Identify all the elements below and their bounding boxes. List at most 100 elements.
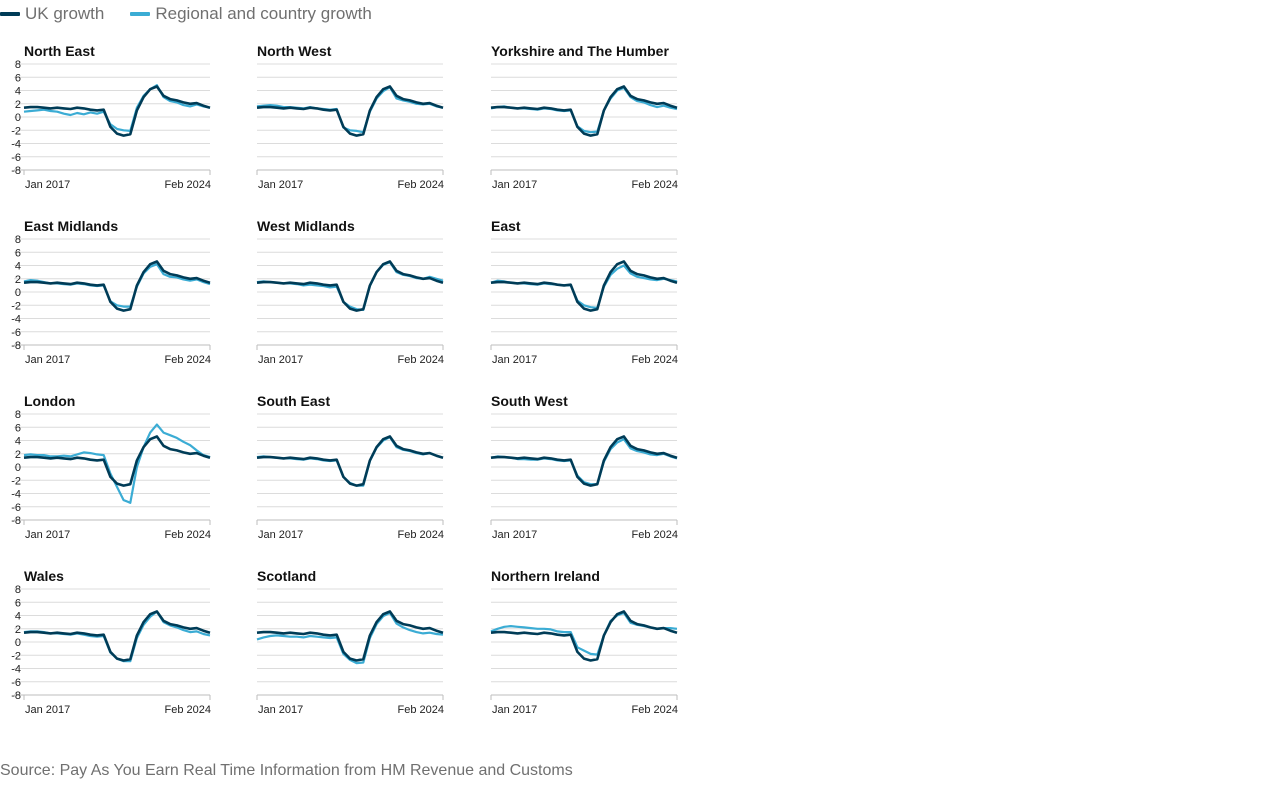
source-note: Source: Pay As You Earn Real Time Inform… — [0, 762, 573, 779]
uk-series-line — [490, 85, 678, 137]
region-series-line — [490, 264, 678, 309]
y-tick-label: -2 — [11, 300, 21, 312]
x-tick-label: Feb 2024 — [165, 354, 211, 366]
y-tick-label: -8 — [11, 340, 21, 352]
x-tick-label: Jan 2017 — [25, 529, 70, 541]
region-series-line — [256, 86, 444, 134]
x-tick-label: Jan 2017 — [492, 704, 537, 716]
x-tick-label: Feb 2024 — [398, 704, 444, 716]
panel: South East Jan 2017 Feb 2024 — [256, 393, 444, 541]
legend-swatch-region — [130, 12, 151, 16]
y-tick-label: 2 — [15, 274, 21, 286]
x-tick-label: Jan 2017 — [492, 354, 537, 366]
y-tick-label: -2 — [11, 650, 21, 662]
y-tick-label: 6 — [15, 72, 21, 84]
y-tick-label: 4 — [15, 86, 21, 98]
y-tick-label: 2 — [15, 449, 21, 461]
y-tick-label: -8 — [11, 165, 21, 177]
uk-series-line — [490, 435, 678, 487]
uk-series-line — [23, 85, 211, 137]
y-tick-label: 6 — [15, 422, 21, 434]
panel-title: London — [24, 393, 75, 409]
panel: North East -8-6-4 -2024 68 Jan 2017 Feb 2024 — [11, 43, 211, 191]
y-tick-label: 2 — [15, 99, 21, 111]
y-tick-label: -6 — [11, 327, 21, 339]
region-series-line — [23, 84, 211, 132]
panel-title: East — [491, 218, 521, 234]
y-tick-label: -4 — [11, 139, 21, 151]
panel: East Jan 2017 Feb 2024 — [490, 218, 678, 366]
panel-title: West Midlands — [257, 218, 355, 234]
panel: East Midlands -8-6-4 -2024 68 Jan 2017 Feb 20… — [11, 218, 211, 366]
y-tick-label: 6 — [15, 247, 21, 259]
x-tick-label: Feb 2024 — [398, 179, 444, 191]
region-series-line — [23, 263, 211, 308]
panel: London -8-6-4 -2024 68 Jan 2017 Feb 2024 — [11, 393, 211, 541]
panel-title: North East — [24, 43, 95, 59]
y-tick-label: 8 — [15, 409, 21, 421]
x-tick-label: Jan 2017 — [25, 354, 70, 366]
panel-title: North West — [257, 43, 332, 59]
panel-title: South East — [257, 393, 330, 409]
uk-series-line — [256, 610, 444, 662]
y-tick-label: 8 — [15, 59, 21, 71]
legend-label-region: Regional and country growth — [155, 4, 372, 23]
y-tick-label: -8 — [11, 690, 21, 702]
x-tick-label: Jan 2017 — [25, 179, 70, 191]
x-tick-label: Feb 2024 — [632, 179, 678, 191]
panel-title: East Midlands — [24, 218, 118, 234]
panel-title: Wales — [24, 568, 64, 584]
panel: North West Jan 2017 Feb 2024 — [256, 43, 444, 191]
x-tick-label: Jan 2017 — [492, 529, 537, 541]
x-tick-label: Jan 2017 — [25, 704, 70, 716]
x-tick-label: Jan 2017 — [258, 354, 303, 366]
uk-series-line — [490, 610, 678, 662]
y-tick-label: 0 — [15, 112, 21, 124]
x-tick-label: Jan 2017 — [258, 529, 303, 541]
y-tick-label: -6 — [11, 152, 21, 164]
y-tick-label: 2 — [15, 624, 21, 636]
uk-series-line — [256, 85, 444, 137]
region-series-line — [256, 436, 444, 487]
panel: South West Jan 2017 Feb 2024 — [490, 393, 678, 541]
y-tick-label: 4 — [15, 611, 21, 623]
region-series-line — [490, 86, 678, 134]
x-tick-label: Feb 2024 — [632, 704, 678, 716]
y-tick-label: 8 — [15, 584, 21, 596]
legend-swatch-uk — [0, 12, 20, 16]
legend-item-region[interactable]: Regional and country growth — [130, 4, 372, 24]
region-series-line — [256, 261, 444, 311]
y-tick-label: -4 — [11, 314, 21, 326]
y-tick-label: -2 — [11, 475, 21, 487]
x-tick-label: Feb 2024 — [398, 529, 444, 541]
y-tick-label: 8 — [15, 234, 21, 246]
chart-legend: UK growth Regional and country growth — [0, 3, 398, 25]
legend-item-uk[interactable]: UK growth — [0, 4, 104, 24]
uk-series-line — [256, 435, 444, 487]
y-tick-label: -6 — [11, 677, 21, 689]
uk-series-line — [490, 260, 678, 312]
region-series-line — [23, 423, 211, 504]
region-series-line — [23, 610, 211, 663]
panel-title: Northern Ireland — [491, 568, 600, 584]
legend-label-uk: UK growth — [25, 4, 105, 23]
panel: Yorkshire and The Humber Jan 2017 Feb 2024 — [490, 43, 678, 191]
y-tick-label: -8 — [11, 515, 21, 527]
y-tick-label: 0 — [15, 287, 21, 299]
panel: West Midlands Jan 2017 Feb 2024 — [256, 218, 444, 366]
panel-title: Scotland — [257, 568, 316, 584]
x-tick-label: Feb 2024 — [632, 354, 678, 366]
panel-title: South West — [491, 393, 568, 409]
panel-title: Yorkshire and The Humber — [491, 43, 669, 59]
x-tick-label: Feb 2024 — [165, 704, 211, 716]
x-tick-label: Jan 2017 — [258, 179, 303, 191]
x-tick-label: Jan 2017 — [258, 704, 303, 716]
x-tick-label: Feb 2024 — [165, 529, 211, 541]
y-tick-label: -2 — [11, 125, 21, 137]
y-tick-label: 4 — [15, 261, 21, 273]
x-tick-label: Feb 2024 — [632, 529, 678, 541]
y-tick-label: 4 — [15, 436, 21, 448]
region-series-line — [490, 438, 678, 486]
y-tick-label: 0 — [15, 637, 21, 649]
